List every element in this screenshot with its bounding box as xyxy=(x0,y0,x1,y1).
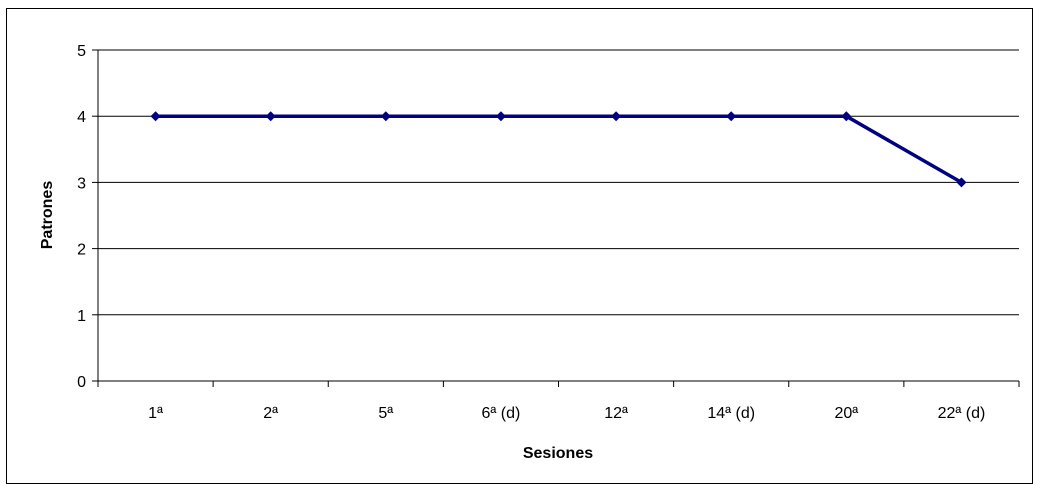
y-tick-label: 3 xyxy=(77,175,86,192)
x-tick-label: 2ª xyxy=(263,405,278,422)
y-tick-label: 1 xyxy=(77,308,86,325)
y-tick-label: 4 xyxy=(77,109,86,126)
x-tick-label: 20ª xyxy=(834,405,858,422)
data-point-marker xyxy=(380,111,391,122)
y-tick-label: 0 xyxy=(77,374,86,391)
data-point-marker xyxy=(611,111,622,122)
x-tick-label: 1ª xyxy=(148,405,163,422)
data-point-marker xyxy=(841,111,852,122)
y-tick-label: 2 xyxy=(77,242,86,259)
x-tick-label: 12ª xyxy=(604,405,628,422)
y-axis-title: Patrones xyxy=(39,181,56,250)
x-tick-labels: 1ª 2ª 5ª 6ª (d) 12ª 14ª (d) 20ª 22ª (d) xyxy=(148,405,985,422)
axes xyxy=(92,49,1020,387)
series-layer xyxy=(150,111,967,188)
data-point-marker xyxy=(265,111,276,122)
chart-frame xyxy=(6,8,1033,484)
y-tick-label: 5 xyxy=(77,43,86,60)
x-tick-label: 22ª (d) xyxy=(938,405,986,422)
x-tick-label: 5ª xyxy=(378,405,393,422)
gridlines xyxy=(98,49,1019,316)
x-tick-label: 14ª (d) xyxy=(707,405,755,422)
x-axis-title: Sesiones xyxy=(523,445,593,462)
series-line xyxy=(155,114,963,184)
data-point-marker xyxy=(956,177,967,188)
data-point-marker xyxy=(150,111,161,122)
x-tick-label: 6ª (d) xyxy=(482,405,521,422)
y-tick-labels: 0 1 2 3 4 5 xyxy=(77,43,86,391)
data-point-marker xyxy=(495,111,506,122)
data-point-marker xyxy=(726,111,737,122)
